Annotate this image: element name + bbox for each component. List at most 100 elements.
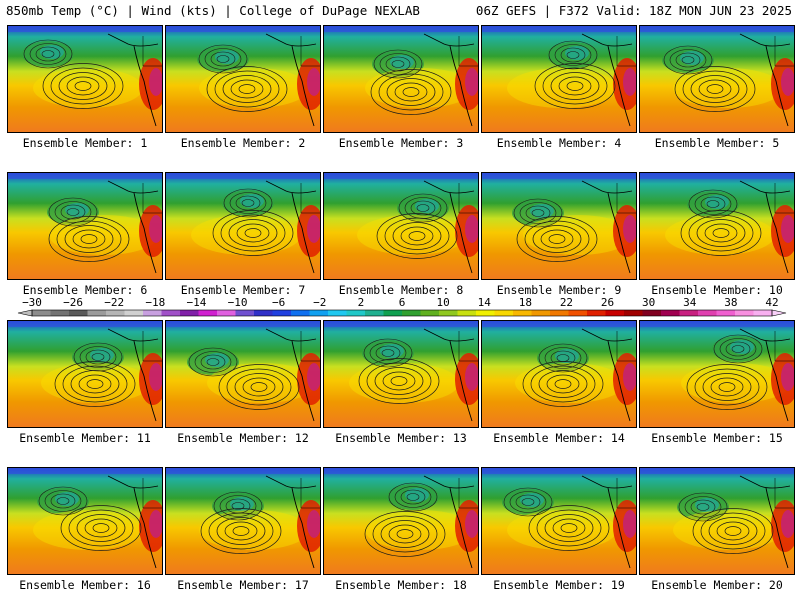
colorbar-swatch (420, 310, 440, 316)
colorbar-swatch (457, 310, 477, 316)
ensemble-map-panel (7, 25, 163, 133)
colorbar-tick-label: −10 (228, 296, 248, 309)
ensemble-member-label: Ensemble Member: 1 (22, 136, 148, 150)
colorbar-tick-label: −22 (104, 296, 124, 309)
ensemble-member-label: Ensemble Member: 5 (654, 136, 780, 150)
ensemble-member-label: Ensemble Member: 14 (493, 431, 625, 445)
ensemble-member-label: Ensemble Member: 2 (180, 136, 306, 150)
ensemble-map-panel (639, 25, 795, 133)
colorbar-tick-label: −30 (22, 296, 42, 309)
colorbar-swatch (328, 310, 347, 316)
ensemble-map-panel (323, 25, 479, 133)
colorbar-tick-label: 34 (683, 296, 697, 309)
colorbar-swatch (661, 310, 680, 316)
ensemble-member-label: Ensemble Member: 16 (19, 578, 151, 592)
colorbar-swatch (402, 310, 421, 316)
ensemble-map-panel (323, 320, 479, 428)
colorbar-swatch (69, 310, 88, 316)
colorbar-tick-label: 38 (724, 296, 737, 309)
colorbar-swatch (698, 310, 717, 316)
colorbar-tick-label: −26 (63, 296, 83, 309)
colorbar-tick-label: 42 (765, 296, 778, 309)
ensemble-map-panel (7, 172, 163, 280)
ensemble-member-label: Ensemble Member: 20 (651, 578, 783, 592)
colorbar-right-arrow (771, 309, 787, 317)
colorbar-tick-label: 22 (560, 296, 573, 309)
ensemble-member-label: Ensemble Member: 12 (177, 431, 309, 445)
ensemble-map-panel (481, 320, 637, 428)
colorbar-swatch (198, 310, 218, 316)
colorbar-swatch (624, 310, 643, 316)
colorbar-swatch (753, 310, 773, 316)
colorbar-swatch (180, 310, 199, 316)
colorbar-swatch (272, 310, 292, 316)
colorbar-swatch (679, 310, 699, 316)
ensemble-map-panel (481, 467, 637, 575)
colorbar-left-arrow (17, 309, 33, 317)
colorbar-swatch (161, 310, 181, 316)
colorbar-swatch (309, 310, 329, 316)
ensemble-member-label: Ensemble Member: 3 (338, 136, 464, 150)
colorbar-swatch (235, 310, 255, 316)
colorbar-swatch (735, 310, 754, 316)
ensemble-map-panel (165, 467, 321, 575)
colorbar-tick-label: −18 (145, 296, 165, 309)
colorbar-swatch (550, 310, 569, 316)
ensemble-member-label: Ensemble Member: 9 (496, 283, 622, 297)
ensemble-map-panel (323, 467, 479, 575)
colorbar-tick-label: 26 (601, 296, 614, 309)
ensemble-map-panel (639, 467, 795, 575)
colorbar-tick-label: 6 (399, 296, 406, 309)
colorbar-swatch (531, 310, 551, 316)
colorbar-swatch (87, 310, 107, 316)
ensemble-map-panel (639, 172, 795, 280)
ensemble-member-label: Ensemble Member: 11 (19, 431, 151, 445)
colorbar-swatch (568, 310, 588, 316)
ensemble-map-panel (165, 172, 321, 280)
colorbar-tick-label: −2 (313, 296, 326, 309)
temperature-colorbar: −30 −26 −22 −18 −14 −10 −6 −2 2 6 10 14 18 22 26 30 34 38… (17, 296, 787, 317)
colorbar-swatch (365, 310, 384, 316)
colorbar-swatch (439, 310, 458, 316)
colorbar-swatch (716, 310, 736, 316)
ensemble-map-panel (323, 172, 479, 280)
colorbar-swatch (217, 310, 236, 316)
colorbar-tick-label: 10 (436, 296, 449, 309)
ensemble-member-label: Ensemble Member: 13 (335, 431, 467, 445)
ensemble-member-label: Ensemble Member: 7 (180, 283, 306, 297)
colorbar-swatch (124, 310, 144, 316)
colorbar-swatch (587, 310, 606, 316)
ensemble-member-label: Ensemble Member: 15 (651, 431, 783, 445)
ensemble-member-label: Ensemble Member: 10 (651, 283, 783, 297)
ensemble-map-panel (7, 467, 163, 575)
colorbar-tick-label: 14 (478, 296, 492, 309)
colorbar-swatch (605, 310, 625, 316)
colorbar-swatch (106, 310, 125, 316)
colorbar-swatch (254, 310, 273, 316)
ensemble-map-panel (481, 25, 637, 133)
ensemble-member-label: Ensemble Member: 18 (335, 578, 467, 592)
colorbar-swatch (642, 310, 662, 316)
ensemble-member-label: Ensemble Member: 19 (493, 578, 625, 592)
colorbar-tick-label: 18 (519, 296, 532, 309)
ensemble-map-panel (639, 320, 795, 428)
colorbar-swatch (346, 310, 366, 316)
colorbar-tick-label: 30 (642, 296, 655, 309)
colorbar-swatch (383, 310, 403, 316)
ensemble-member-label: Ensemble Member: 6 (22, 283, 148, 297)
ensemble-member-label: Ensemble Member: 17 (177, 578, 309, 592)
ensemble-member-label: Ensemble Member: 8 (338, 283, 464, 297)
colorbar-swatch (476, 310, 495, 316)
map-title: 850mb Temp (°C) | Wind (kts) | College o… (6, 3, 420, 18)
colorbar-swatch (513, 310, 532, 316)
colorbar-swatch (291, 310, 310, 316)
colorbar-tick-label: −6 (272, 296, 285, 309)
colorbar-tick-label: −14 (187, 296, 207, 309)
ensemble-map-panel (165, 25, 321, 133)
ensemble-member-label: Ensemble Member: 4 (496, 136, 622, 150)
colorbar-tick-label: 2 (358, 296, 365, 309)
ensemble-map-panel (165, 320, 321, 428)
colorbar-swatch (50, 310, 70, 316)
ensemble-map-panel (481, 172, 637, 280)
valid-time-label: 06Z GEFS | F372 Valid: 18Z MON JUN 23 20… (475, 3, 792, 18)
